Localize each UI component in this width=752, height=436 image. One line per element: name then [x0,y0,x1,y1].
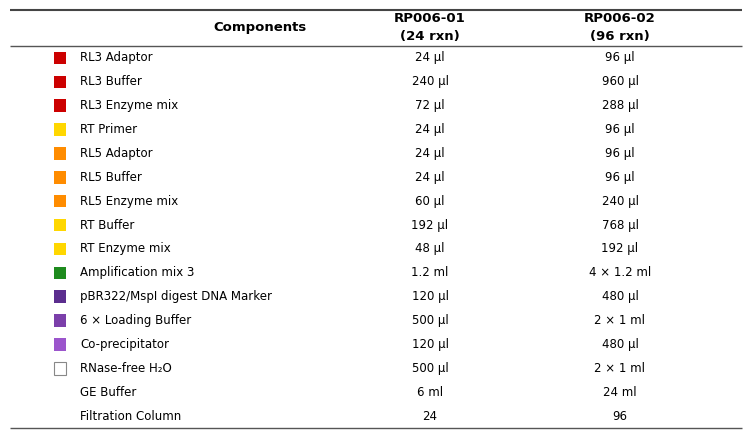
Text: 96: 96 [612,409,627,422]
Text: RL3 Buffer: RL3 Buffer [80,75,142,89]
Text: 1.2 ml: 1.2 ml [411,266,449,279]
Bar [54,219,66,231]
Text: Components: Components [214,21,307,34]
Text: 120 μl: 120 μl [411,338,448,351]
Text: 240 μl: 240 μl [602,195,638,208]
Text: 500 μl: 500 μl [411,362,448,375]
Bar [54,266,66,279]
Text: RT Primer: RT Primer [80,123,137,136]
Text: RL3 Adaptor: RL3 Adaptor [80,51,153,65]
Text: 2 × 1 ml: 2 × 1 ml [595,362,645,375]
Bar [54,147,66,160]
Text: Co-precipitator: Co-precipitator [80,338,169,351]
Text: GE Buffer: GE Buffer [80,386,136,399]
Text: 2 × 1 ml: 2 × 1 ml [595,314,645,327]
Bar [54,52,66,64]
Text: RT Enzyme mix: RT Enzyme mix [80,242,171,255]
Bar [54,99,66,112]
Text: RNase-free H₂O: RNase-free H₂O [80,362,171,375]
Bar [54,338,66,351]
Text: RT Buffer: RT Buffer [80,218,135,232]
Text: 24: 24 [423,409,438,422]
Text: RP006-01
(24 rxn): RP006-01 (24 rxn) [394,13,466,44]
Text: 240 μl: 240 μl [411,75,448,89]
Text: 24 μl: 24 μl [415,171,445,184]
Text: 500 μl: 500 μl [411,314,448,327]
Text: RL5 Enzyme mix: RL5 Enzyme mix [80,195,178,208]
Text: 24 μl: 24 μl [415,123,445,136]
Bar [54,171,66,184]
Text: 480 μl: 480 μl [602,290,638,303]
Text: 96 μl: 96 μl [605,171,635,184]
Text: 960 μl: 960 μl [602,75,638,89]
Text: 768 μl: 768 μl [602,218,638,232]
Text: 4 × 1.2 ml: 4 × 1.2 ml [589,266,651,279]
Text: 72 μl: 72 μl [415,99,445,112]
Text: Filtration Column: Filtration Column [80,409,181,422]
Text: 24 μl: 24 μl [415,147,445,160]
Text: 96 μl: 96 μl [605,147,635,160]
Text: RL3 Enzyme mix: RL3 Enzyme mix [80,99,178,112]
Text: 6 ml: 6 ml [417,386,443,399]
Bar [54,123,66,136]
Text: RP006-02
(96 rxn): RP006-02 (96 rxn) [584,13,656,44]
Text: 120 μl: 120 μl [411,290,448,303]
Text: 192 μl: 192 μl [602,242,638,255]
Text: pBR322/MspI digest DNA Marker: pBR322/MspI digest DNA Marker [80,290,272,303]
Text: 48 μl: 48 μl [415,242,444,255]
Text: 6 × Loading Buffer: 6 × Loading Buffer [80,314,191,327]
Text: RL5 Adaptor: RL5 Adaptor [80,147,153,160]
Text: 480 μl: 480 μl [602,338,638,351]
Text: 24 μl: 24 μl [415,51,445,65]
Bar [54,243,66,255]
Bar [54,362,66,375]
Text: 192 μl: 192 μl [411,218,448,232]
Bar [54,314,66,327]
Text: Amplification mix 3: Amplification mix 3 [80,266,194,279]
Text: 288 μl: 288 μl [602,99,638,112]
Text: RL5 Buffer: RL5 Buffer [80,171,142,184]
Bar [54,290,66,303]
Text: 96 μl: 96 μl [605,51,635,65]
Text: 60 μl: 60 μl [415,195,444,208]
Text: 96 μl: 96 μl [605,123,635,136]
Text: 24 ml: 24 ml [603,386,637,399]
Bar [54,75,66,88]
Bar [54,195,66,208]
